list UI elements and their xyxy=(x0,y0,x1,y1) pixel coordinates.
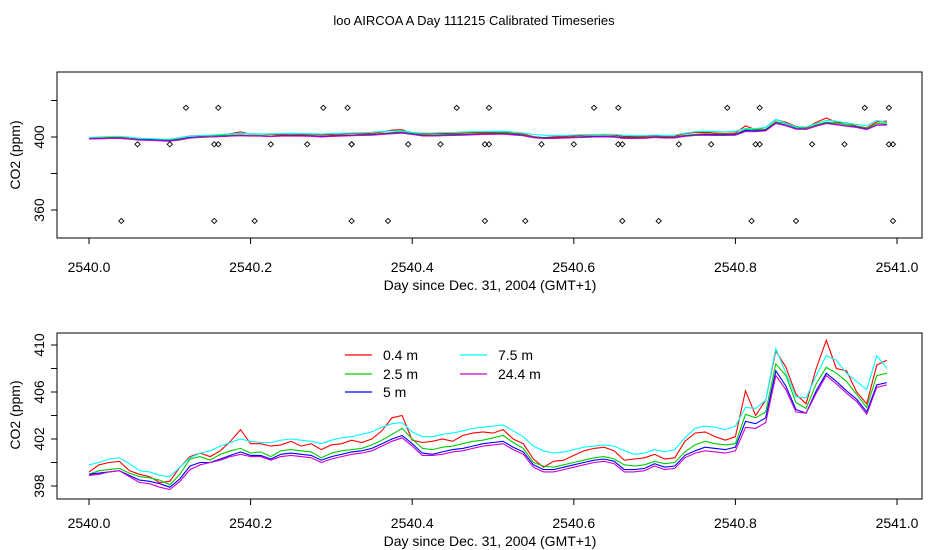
top-diamond-marker xyxy=(404,141,412,148)
top-diamond-marker xyxy=(889,217,897,225)
top-diamond-marker xyxy=(453,104,460,112)
top-diamond-marker xyxy=(267,141,275,148)
top-y-axis-label: CO2 (ppm) xyxy=(7,120,23,189)
top-panel: 2540.0 2540.2 2540.4 2540.6 2540.8 2541.0 360… xyxy=(7,71,923,293)
top-diamond-marker xyxy=(348,141,355,148)
top-diamond-marker xyxy=(590,104,598,112)
top-diamond-marker xyxy=(538,141,545,148)
bottom-x-axis-label: Day since Dec. 31, 2004 (GMT+1) xyxy=(384,533,597,549)
bottom-x-axis: 2540.0 2540.2 2540.4 2540.6 2540.8 2541.0 xyxy=(68,498,919,531)
top-series-line-1 xyxy=(88,121,887,142)
top-x-tick-label: 2540.8 xyxy=(714,259,757,275)
top-diamond-marker xyxy=(485,104,493,112)
top-diamond-marker xyxy=(211,217,218,225)
top-x-tick-label: 2540.0 xyxy=(68,259,111,275)
top-diamond-marker xyxy=(724,104,731,112)
top-diamond-marker xyxy=(182,104,190,112)
top-diamond-marker xyxy=(885,141,893,148)
legend: 0.4 m 2.5 m 5 m 7.5 m 24.4 m xyxy=(345,347,541,400)
top-diamond-marker xyxy=(675,141,683,148)
bottom-series-line-3 xyxy=(88,346,888,478)
top-diamond-marker xyxy=(752,141,759,148)
legend-label: 5 m xyxy=(383,384,406,400)
legend-label: 24.4 m xyxy=(498,366,541,382)
bottom-series-line-4 xyxy=(88,374,888,491)
top-diamond-marker xyxy=(885,104,893,112)
top-y-tick-label: 360 xyxy=(31,198,47,222)
bottom-panel: 2540.0 2540.2 2540.4 2540.6 2540.8 2541.0 398… xyxy=(7,332,923,549)
top-y-tick-label: 400 xyxy=(31,125,47,149)
top-diamond-marker xyxy=(251,217,258,225)
top-diamond-marker xyxy=(841,141,848,148)
top-diamond-marker xyxy=(655,217,662,225)
top-diamond-marker xyxy=(166,141,174,148)
top-diamond-marker xyxy=(320,104,327,112)
top-diamond-marker xyxy=(707,141,715,148)
top-series-line-3 xyxy=(88,118,888,140)
bottom-series-line-1 xyxy=(88,362,888,486)
top-plot-frame xyxy=(56,71,923,239)
top-x-tick-label: 2541.0 xyxy=(876,259,919,275)
top-diamond-marker xyxy=(481,141,489,148)
top-diamond-marker xyxy=(344,104,351,112)
figure-title: loo AIRCOA A Day 111215 Calibrated Times… xyxy=(333,13,615,28)
top-diamond-marker xyxy=(134,141,141,148)
bottom-y-axis: 398 402 406 410 xyxy=(31,333,58,498)
top-diamond-marker xyxy=(118,217,125,225)
top-x-tick-label: 2540.6 xyxy=(552,259,595,275)
top-diamond-marker xyxy=(615,104,622,112)
legend-label: 2.5 m xyxy=(383,366,418,382)
top-diamond-marker xyxy=(861,104,868,112)
top-diamond-marker xyxy=(756,104,763,112)
bottom-x-tick-label: 2540.6 xyxy=(552,515,595,531)
legend-label: 0.4 m xyxy=(383,347,418,363)
top-diamond-marker xyxy=(481,217,489,225)
bottom-y-tick-label: 406 xyxy=(31,380,47,404)
bottom-plot-area xyxy=(88,338,888,491)
bottom-y-axis-label: CO2 (ppm) xyxy=(7,380,23,449)
top-diamond-marker xyxy=(570,141,578,148)
bottom-y-tick-label: 402 xyxy=(31,427,47,451)
top-series-line-4 xyxy=(88,122,887,142)
top-plot-area xyxy=(88,104,897,225)
top-x-tick-label: 2540.2 xyxy=(229,259,272,275)
bottom-x-tick-label: 2540.2 xyxy=(229,515,272,531)
bottom-y-tick-label: 398 xyxy=(31,474,47,498)
top-diamond-marker xyxy=(792,217,800,225)
bottom-x-tick-label: 2541.0 xyxy=(876,515,919,531)
top-x-tick-label: 2540.4 xyxy=(391,259,434,275)
top-diamond-marker xyxy=(619,141,626,148)
top-x-axis-label: Day since Dec. 31, 2004 (GMT+1) xyxy=(384,277,597,293)
top-diamond-marker xyxy=(384,217,392,225)
top-x-axis: 2540.0 2540.2 2540.4 2540.6 2540.8 2541.0 xyxy=(68,237,919,275)
top-y-axis: 360 400 xyxy=(31,100,58,222)
top-diamond-marker xyxy=(348,217,355,225)
top-diamond-marker xyxy=(215,104,222,112)
top-diamond-marker xyxy=(748,217,755,225)
bottom-y-tick-label: 410 xyxy=(31,333,47,357)
legend-label: 7.5 m xyxy=(498,347,533,363)
bottom-x-tick-label: 2540.4 xyxy=(391,515,434,531)
bottom-series-line-0 xyxy=(88,338,888,484)
top-diamond-marker xyxy=(522,217,529,225)
bottom-series-line-2 xyxy=(88,369,888,488)
top-diamond-marker xyxy=(437,141,444,148)
bottom-x-tick-label: 2540.8 xyxy=(714,515,757,531)
bottom-x-tick-label: 2540.0 xyxy=(68,515,111,531)
top-diamond-marker xyxy=(808,141,816,148)
top-diamond-marker xyxy=(303,141,311,148)
top-diamond-marker xyxy=(619,217,626,225)
top-diamond-marker xyxy=(211,141,218,148)
top-diamond-marker xyxy=(348,141,355,148)
